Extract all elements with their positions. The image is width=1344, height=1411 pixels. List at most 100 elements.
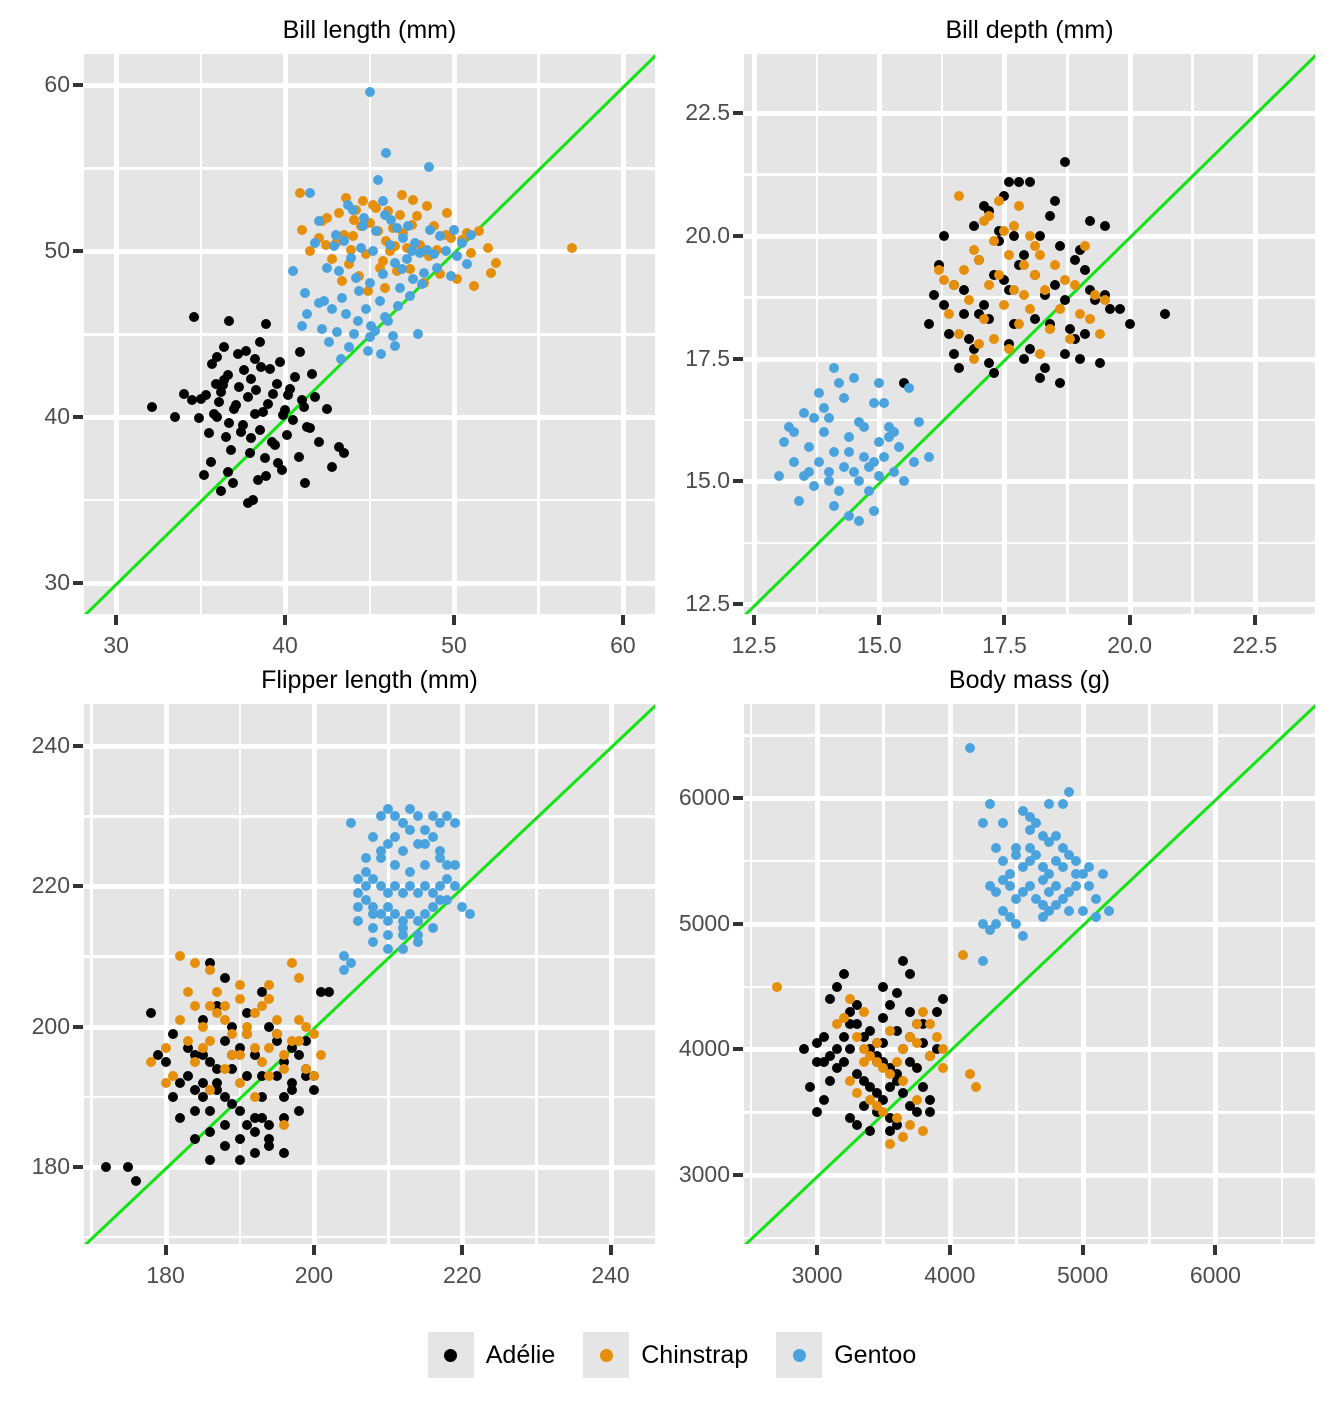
data-point-gentoo bbox=[405, 804, 416, 815]
data-point-gentoo bbox=[337, 292, 348, 303]
data-point-chinstrap bbox=[851, 1088, 862, 1099]
y-tick-label: 20.0 bbox=[685, 221, 730, 248]
data-point-chinstrap bbox=[364, 217, 375, 228]
data-point-chinstrap bbox=[969, 353, 980, 364]
y-tick-mark bbox=[733, 602, 743, 607]
data-point-adlie bbox=[1114, 304, 1125, 315]
y-tick-mark bbox=[733, 110, 743, 115]
data-point-gentoo bbox=[834, 378, 845, 389]
data-point-gentoo bbox=[318, 295, 329, 306]
data-point-adlie bbox=[1034, 373, 1045, 384]
data-point-gentoo bbox=[839, 461, 850, 472]
data-point-gentoo bbox=[334, 266, 345, 277]
data-point-adlie bbox=[264, 1133, 275, 1144]
data-point-adlie bbox=[232, 348, 243, 359]
data-point-chinstrap bbox=[249, 1007, 260, 1018]
data-point-gentoo bbox=[794, 496, 805, 507]
data-point-chinstrap bbox=[175, 1014, 186, 1025]
data-point-gentoo bbox=[844, 446, 855, 457]
identity-line bbox=[744, 704, 1315, 1244]
data-point-gentoo bbox=[386, 214, 397, 225]
legend-key-chinstrap bbox=[583, 1332, 630, 1378]
data-point-chinstrap bbox=[1009, 284, 1020, 295]
data-point-adlie bbox=[219, 1035, 230, 1046]
data-point-adlie bbox=[227, 1098, 238, 1109]
y-tick-mark bbox=[73, 884, 83, 889]
data-point-adlie bbox=[845, 1044, 856, 1055]
data-point-gentoo bbox=[389, 340, 400, 351]
x-tick-label: 4000 bbox=[924, 1262, 976, 1288]
data-point-adlie bbox=[1069, 255, 1080, 266]
legend-item-adlie[interactable]: Adélie bbox=[427, 1332, 555, 1378]
data-point-adlie bbox=[231, 400, 242, 411]
data-point-chinstrap bbox=[924, 1019, 935, 1030]
data-point-gentoo bbox=[388, 330, 399, 341]
data-point-gentoo bbox=[1077, 906, 1088, 917]
data-point-gentoo bbox=[899, 476, 910, 487]
data-point-adlie bbox=[865, 1025, 876, 1036]
data-point-gentoo bbox=[391, 222, 402, 233]
data-point-gentoo bbox=[353, 874, 364, 885]
data-point-chinstrap bbox=[344, 259, 355, 270]
data-point-adlie bbox=[939, 299, 950, 310]
data-point-adlie bbox=[224, 315, 235, 326]
data-point-adlie bbox=[825, 1075, 836, 1086]
data-point-chinstrap bbox=[234, 1077, 245, 1088]
data-point-gentoo bbox=[1051, 830, 1062, 841]
data-point-gentoo bbox=[904, 383, 915, 394]
data-point-gentoo bbox=[360, 867, 371, 878]
data-point-gentoo bbox=[1017, 805, 1028, 816]
gridline-minor-x bbox=[90, 704, 93, 1244]
data-point-gentoo bbox=[1064, 786, 1075, 797]
data-point-gentoo bbox=[396, 264, 407, 275]
panel-title-top-left: Bill length (mm) bbox=[282, 16, 457, 44]
data-point-gentoo bbox=[1004, 868, 1015, 879]
panel-title-bottom-left: Flipper length (mm) bbox=[261, 666, 478, 694]
data-point-gentoo bbox=[401, 254, 412, 265]
data-point-adlie bbox=[878, 1012, 889, 1023]
data-point-adlie bbox=[178, 388, 189, 399]
data-point-gentoo bbox=[361, 304, 372, 315]
data-point-adlie bbox=[898, 1088, 909, 1099]
data-point-gentoo bbox=[1064, 849, 1075, 860]
data-point-adlie bbox=[851, 1069, 862, 1080]
data-point-adlie bbox=[197, 1014, 208, 1025]
data-point-gentoo bbox=[368, 874, 379, 885]
data-point-gentoo bbox=[1051, 881, 1062, 892]
y-tick-label: 15.0 bbox=[685, 467, 730, 494]
data-point-chinstrap bbox=[1014, 201, 1025, 212]
x-tick-label: 6000 bbox=[1189, 1262, 1241, 1288]
legend-item-gentoo[interactable]: Gentoo bbox=[776, 1332, 916, 1378]
data-point-adlie bbox=[254, 425, 265, 436]
data-point-gentoo bbox=[991, 918, 1002, 929]
data-point-adlie bbox=[234, 1154, 245, 1165]
y-tick-label: 40 bbox=[44, 402, 70, 429]
data-point-gentoo bbox=[323, 337, 334, 348]
data-point-gentoo bbox=[383, 315, 394, 326]
x-tick-mark bbox=[1002, 615, 1007, 625]
data-point-gentoo bbox=[397, 888, 408, 899]
data-point-adlie bbox=[1059, 157, 1070, 168]
data-point-adlie bbox=[818, 1094, 829, 1105]
data-point-adlie bbox=[293, 451, 304, 462]
data-point-adlie bbox=[924, 1107, 935, 1118]
data-point-gentoo bbox=[1057, 893, 1068, 904]
data-point-adlie bbox=[214, 396, 225, 407]
data-point-chinstrap bbox=[421, 201, 432, 212]
data-point-adlie bbox=[994, 225, 1005, 236]
legend-item-chinstrap[interactable]: Chinstrap bbox=[583, 1332, 748, 1378]
x-tick-mark bbox=[451, 615, 456, 625]
data-point-chinstrap bbox=[389, 241, 400, 252]
data-point-adlie bbox=[931, 1006, 942, 1017]
data-point-gentoo bbox=[378, 269, 388, 280]
data-point-gentoo bbox=[839, 392, 850, 403]
data-point-gentoo bbox=[397, 944, 408, 955]
data-point-adlie bbox=[904, 1056, 915, 1067]
data-point-chinstrap bbox=[1084, 314, 1095, 325]
data-point-gentoo bbox=[420, 825, 431, 836]
data-point-gentoo bbox=[1077, 868, 1088, 879]
data-point-adlie bbox=[256, 362, 267, 373]
data-point-gentoo bbox=[442, 860, 453, 871]
data-point-adlie bbox=[959, 284, 970, 295]
data-point-chinstrap bbox=[182, 986, 193, 997]
